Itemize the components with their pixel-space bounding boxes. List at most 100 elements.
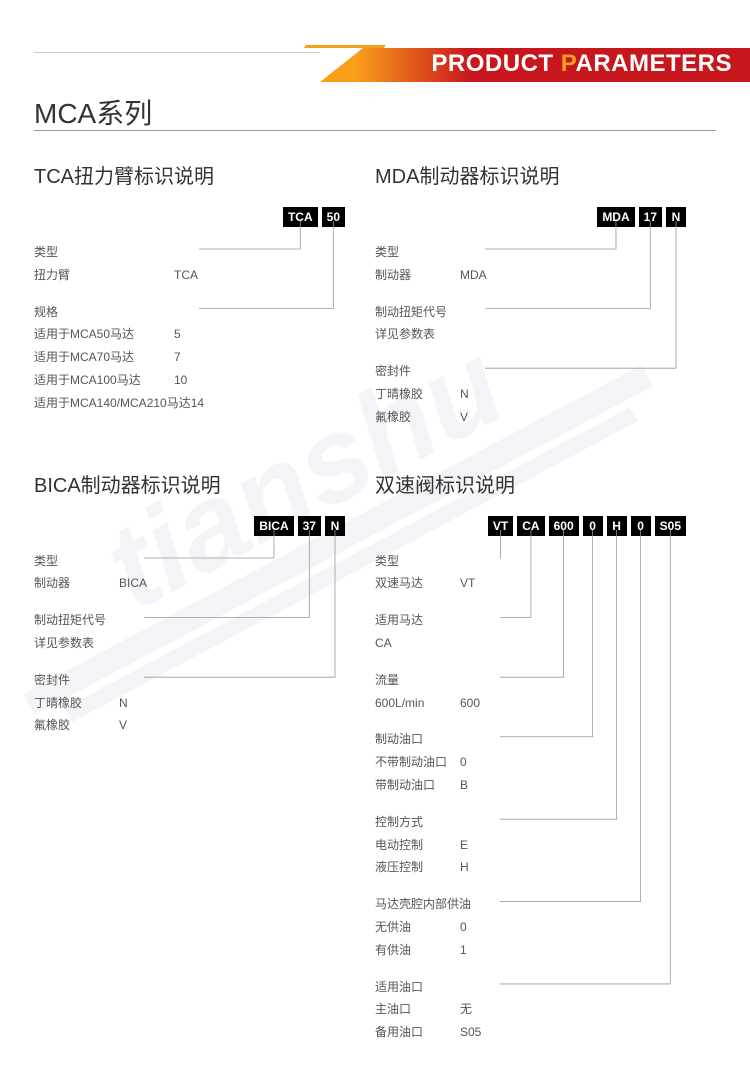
spec-label: 液压控制 <box>375 856 460 879</box>
spec-label: 氟橡胶 <box>375 406 460 429</box>
spec-value: 14 <box>191 392 204 415</box>
spec-group: 类型制动器BICA <box>34 550 345 596</box>
spec-group: 流量600L/min600 <box>375 669 686 715</box>
section-title: MDA制动器标识说明 <box>375 160 716 189</box>
spec-group-title: 制动油口 <box>375 728 686 751</box>
spec-label: 电动控制 <box>375 834 460 857</box>
spec-row: 适用于MCA100马达10 <box>34 369 345 392</box>
code-row: VTCA6000H0S05 <box>375 516 716 536</box>
spec-group: 密封件丁晴橡胶N氟橡胶V <box>375 360 686 428</box>
spec-row: 双速马达VT <box>375 572 686 595</box>
spec-row: 丁晴橡胶N <box>375 383 686 406</box>
spec-group-title: 控制方式 <box>375 811 686 834</box>
spec-group-title: 类型 <box>34 550 345 573</box>
spec-row: 600L/min600 <box>375 692 686 715</box>
header-label: PRODUCT PARAMETERS <box>431 50 732 78</box>
spec-group: 适用油口主油口无备用油口S05 <box>375 976 686 1044</box>
code-box: N <box>666 207 686 227</box>
spec-row: 带制动油口B <box>375 774 686 797</box>
spec-label: 带制动油口 <box>375 774 460 797</box>
code-box: 0 <box>631 516 651 536</box>
spec-row: 电动控制E <box>375 834 686 857</box>
spec-group: 马达壳腔内部供油无供油0有供油1 <box>375 893 686 961</box>
spec-value: VT <box>460 572 475 595</box>
spec-label: 双速马达 <box>375 572 460 595</box>
code-box: 0 <box>583 516 603 536</box>
spec-row: 有供油1 <box>375 939 686 962</box>
spec-label: 丁晴橡胶 <box>375 383 460 406</box>
spec-row: 适用于MCA140/MCA210马达14 <box>34 392 345 415</box>
spec-row: 无供油0 <box>375 916 686 939</box>
spec-row: 液压控制H <box>375 856 686 879</box>
page-title: MCA系列 <box>34 92 152 132</box>
spec-label: 不带制动油口 <box>375 751 460 774</box>
code-box: VT <box>488 516 513 536</box>
spec-value: E <box>460 834 468 857</box>
section: MDA制动器标识说明MDA17N类型制动器MDA制动扭矩代号详见参数表密封件丁晴… <box>375 160 716 429</box>
spec-row: 详见参数表 <box>34 632 345 655</box>
spec-value: V <box>460 406 468 429</box>
spec-value: V <box>119 714 127 737</box>
spec-label: 无供油 <box>375 916 460 939</box>
spec-label: 详见参数表 <box>375 323 460 346</box>
spec-row: 适用于MCA70马达7 <box>34 346 345 369</box>
spec-group: 类型扭力臂TCA <box>34 241 345 287</box>
code-box: 37 <box>298 516 321 536</box>
code-box: S05 <box>655 516 686 536</box>
spec-group-title: 制动扭矩代号 <box>34 609 345 632</box>
spec-label: CA <box>375 632 460 655</box>
spec-row: 不带制动油口0 <box>375 751 686 774</box>
spec-label: 氟橡胶 <box>34 714 119 737</box>
spec-value: 10 <box>174 369 187 392</box>
spec-label: 扭力臂 <box>34 264 174 287</box>
spec-group-title: 马达壳腔内部供油 <box>375 893 686 916</box>
spec-group-title: 类型 <box>375 550 686 573</box>
spec-label: 适用于MCA50马达 <box>34 323 174 346</box>
spec-group-title: 密封件 <box>375 360 686 383</box>
diagram: 类型制动器BICA 制动扭矩代号详见参数表密封件丁晴橡胶N氟橡胶V <box>34 550 375 738</box>
spec-group-title: 规格 <box>34 301 345 324</box>
code-box: 600 <box>549 516 579 536</box>
code-box: H <box>607 516 627 536</box>
diagram: 类型制动器MDA制动扭矩代号详见参数表密封件丁晴橡胶N氟橡胶V <box>375 241 716 429</box>
spec-label: 丁晴橡胶 <box>34 692 119 715</box>
spec-label: 适用于MCA140/MCA210马达 <box>34 392 191 415</box>
spec-group: 制动扭矩代号详见参数表 <box>34 609 345 655</box>
spec-group: 密封件丁晴橡胶N氟橡胶V <box>34 669 345 737</box>
spec-group-title: 类型 <box>34 241 345 264</box>
spec-row: 扭力臂TCA <box>34 264 345 287</box>
spec-value: 7 <box>174 346 181 369</box>
spec-value: 5 <box>174 323 181 346</box>
spec-row: 氟橡胶V <box>375 406 686 429</box>
spec-row: 氟橡胶V <box>34 714 345 737</box>
spec-value: MDA <box>460 264 487 287</box>
spec-label: 详见参数表 <box>34 632 119 655</box>
code-box: 50 <box>322 207 345 227</box>
spec-value: 600 <box>460 692 480 715</box>
spec-value: 无 <box>460 998 472 1021</box>
spec-row: 制动器BICA <box>34 572 345 595</box>
spec-value: 1 <box>460 939 467 962</box>
diagram: 类型双速马达VT适用马达CA流量600L/min600制动油口不带制动油口0带制… <box>375 550 716 1044</box>
spec-value: 0 <box>460 916 467 939</box>
spec-value: H <box>460 856 469 879</box>
code-box: CA <box>517 516 544 536</box>
spec-group: 制动油口不带制动油口0带制动油口B <box>375 728 686 796</box>
spec-row: 适用于MCA50马达5 <box>34 323 345 346</box>
spec-group-title: 适用马达 <box>375 609 686 632</box>
spec-group-title: 密封件 <box>34 669 345 692</box>
spec-row: 制动器MDA <box>375 264 686 287</box>
spec-label: 制动器 <box>375 264 460 287</box>
spec-group: 类型制动器MDA <box>375 241 686 287</box>
spec-group: 适用马达CA <box>375 609 686 655</box>
code-row: MDA17N <box>375 207 716 227</box>
spec-group-title: 类型 <box>375 241 686 264</box>
spec-label: 有供油 <box>375 939 460 962</box>
section-title: 双速阀标识说明 <box>375 469 716 498</box>
spec-label: 备用油口 <box>375 1021 460 1044</box>
spec-row: CA <box>375 632 686 655</box>
spec-value: 0 <box>460 751 467 774</box>
spec-label: 适用于MCA70马达 <box>34 346 174 369</box>
spec-value: TCA <box>174 264 198 287</box>
code-row: TCA50 <box>34 207 375 227</box>
